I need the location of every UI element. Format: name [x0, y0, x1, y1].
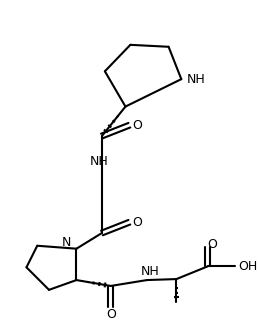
Text: NH: NH [187, 73, 205, 86]
Text: O: O [132, 216, 142, 229]
Text: NH: NH [141, 265, 159, 278]
Text: O: O [106, 308, 116, 321]
Text: NH: NH [90, 155, 108, 168]
Text: OH: OH [238, 260, 257, 273]
Text: O: O [207, 238, 217, 251]
Text: N: N [62, 236, 71, 249]
Text: O: O [132, 119, 142, 132]
